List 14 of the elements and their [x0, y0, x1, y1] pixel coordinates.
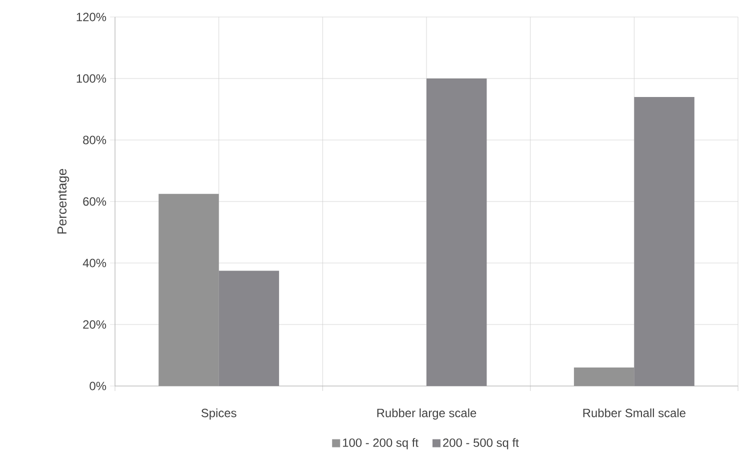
x-tick-label: Spices [201, 408, 236, 420]
y-tick-label: 0% [90, 382, 106, 390]
legend-label: 200 - 500 sq ft [443, 438, 519, 450]
x-tick-label: Rubber large scale [377, 408, 476, 420]
y-tick-label: 40% [82, 258, 106, 268]
y-tick-label: 120% [76, 12, 106, 22]
y-tick-label: 20% [83, 320, 106, 329]
legend-label: 100 - 200 sq ft [343, 438, 418, 450]
y-axis-title: Percentage [57, 168, 70, 234]
bar [426, 78, 487, 386]
y-tick-label: 80% [83, 136, 106, 144]
x-tick-label: Rubber Small scale [583, 408, 686, 418]
y-tick-label: 60% [83, 197, 106, 206]
y-tick-label: 100% [76, 74, 106, 83]
